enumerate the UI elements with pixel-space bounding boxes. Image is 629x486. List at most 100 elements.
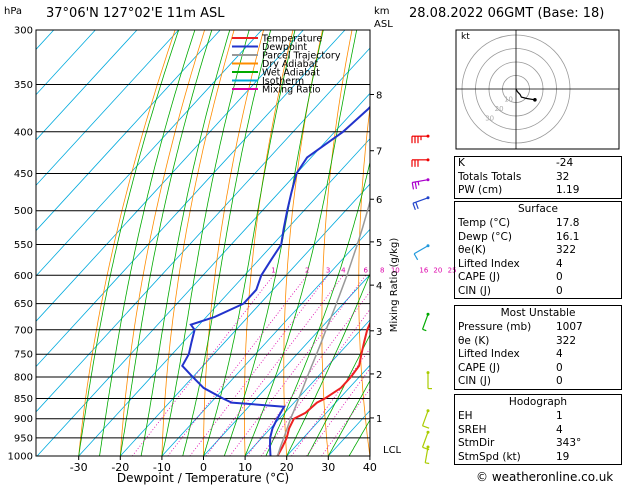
hodograph-unit-label: kt [461, 32, 470, 42]
pressure-tick-label: 1000 [8, 452, 33, 463]
pressure-tick-label: 400 [14, 127, 33, 138]
surface-row: CIN (J) 0 [458, 284, 563, 297]
isotherm-line [36, 30, 221, 232]
isotherm-line [286, 364, 370, 456]
surface-row: θe(K) 322 [458, 244, 577, 256]
mixing-ratio-label: 4 [341, 266, 346, 274]
mu-row: θe (K) 322 [458, 334, 577, 347]
km-tick-label: 3 [376, 327, 382, 338]
wind-barb [411, 134, 430, 144]
surface-row: Dewp (°C) 16.1 [458, 230, 580, 243]
wind-barb [424, 445, 430, 465]
lcl-label: LCL [383, 445, 402, 456]
x-tick-label: -10 [153, 461, 171, 474]
mixing-ratio-label: 25 [448, 266, 457, 274]
x-tick-label: 40 [363, 461, 377, 474]
surface-panel: Surface Temp (°C) 17.8 Dewp (°C) 16.1 θe(K… [454, 201, 622, 299]
pressure-tick-label: 300 [14, 26, 33, 37]
mixing-ratio-label: 1 [271, 266, 275, 274]
legend-label: Dewpoint [262, 42, 307, 53]
pressure-tick-label: 800 [14, 373, 33, 384]
isotherm-line [244, 319, 370, 456]
wet-adiabat-line [307, 333, 370, 456]
isotherm-line [36, 30, 179, 186]
index-row-k: K -24 [458, 157, 574, 169]
index-row-totals: Totals Totals 32 [458, 170, 570, 183]
isotherm-line [36, 92, 370, 456]
wind-barb [421, 409, 430, 429]
hodo-row: StmSpd (kt) 19 [458, 450, 570, 463]
mixing-ratio-label: 8 [380, 266, 384, 274]
x-tick-label: -20 [111, 461, 129, 474]
isotherm-line [0, 30, 12, 456]
wind-barb [411, 178, 430, 190]
hodograph-ring-label: 10 [504, 95, 513, 103]
x-tick-label: 20 [280, 461, 294, 474]
hodograph-frame [455, 29, 620, 150]
pressure-tick-label: 850 [14, 394, 33, 405]
km-tick-label: 2 [376, 370, 382, 381]
wet-adiabat-line [78, 30, 180, 456]
km-unit-label: km [374, 6, 390, 17]
hodograph-ring-label: 30 [485, 114, 494, 122]
wind-barb [421, 312, 430, 332]
x-tick-label: 10 [238, 461, 252, 474]
temperature-line [276, 320, 370, 456]
pressure-tick-label: 350 [14, 80, 33, 91]
mixing-ratio-label: 10 [391, 266, 400, 274]
legend-label: Isotherm [262, 76, 304, 87]
credit-text: © weatheronline.co.uk [476, 470, 614, 484]
pressure-tick-label: 550 [14, 240, 33, 251]
mixing-ratio-label: 2 [305, 266, 309, 274]
pressure-tick-label: 900 [14, 414, 33, 425]
isotherm-line [203, 274, 370, 456]
mu-row: CIN (J) 0 [458, 375, 563, 387]
km-tick-label: 6 [376, 195, 382, 206]
isotherm-line [36, 30, 138, 141]
dry-adiabat-line [321, 30, 353, 456]
km-tick-label: 8 [376, 91, 382, 102]
mu-row: CAPE (J) 0 [458, 361, 563, 374]
dry-adiabat-line [429, 30, 453, 456]
mixing-ratio-line [131, 275, 274, 456]
isotherm-line [78, 138, 370, 456]
surface-row: CAPE (J) 0 [458, 271, 563, 283]
mixing-ratio-line [167, 275, 308, 456]
hodograph-title: Hodograph [508, 396, 568, 408]
mixing-ratio-label: 6 [364, 266, 369, 274]
wet-adiabat-line [99, 30, 196, 456]
mu-row: Pressure (mb) 1007 [458, 321, 583, 333]
mixing-ratio-line [189, 275, 329, 456]
isotherm-line [36, 30, 263, 277]
legend-label: Mixing Ratio [262, 85, 321, 96]
hodo-row: StmDir 343° [458, 437, 582, 449]
isotherm-line [36, 47, 370, 413]
parcel-trajectory-line [276, 198, 370, 456]
mixing-ratio-label: 20 [433, 266, 442, 274]
mixing-ratio-label: 16 [419, 266, 428, 274]
mixing-ratio-line [229, 275, 367, 456]
datetime-header: 28.08.2022 06GMT (Base: 18) [409, 6, 605, 21]
wind-barb [413, 244, 430, 261]
mixing-ratio-axis-label: Mixing Ratio (g/kg) [389, 238, 400, 333]
asl-unit-label: ASL [374, 19, 393, 30]
pressure-tick-label: 950 [14, 433, 33, 444]
km-tick-label: 4 [376, 281, 382, 292]
pressure-tick-label: 600 [14, 271, 33, 282]
wind-barb [411, 158, 430, 167]
x-tick-label: 0 [200, 461, 207, 474]
x-axis-label: Dewpoint / Temperature (°C) [117, 471, 289, 485]
legend-label: Temperature [261, 34, 322, 45]
wind-barb [412, 196, 430, 211]
hodograph-trace [515, 88, 535, 101]
surface-row: Temp (°C) 17.8 [458, 217, 580, 229]
hodo-row: SREH 4 [458, 423, 563, 436]
indices-panel: K -24 Totals Totals 32 PW (cm) 1.19 [454, 156, 622, 199]
index-row-pw: PW (cm) 1.19 [458, 184, 580, 196]
surface-row: Lifted Index 4 [458, 257, 563, 270]
legend-label: Parcel Trajectory [262, 51, 341, 62]
wind-barb [421, 430, 430, 451]
pressure-tick-label: 650 [14, 299, 33, 310]
